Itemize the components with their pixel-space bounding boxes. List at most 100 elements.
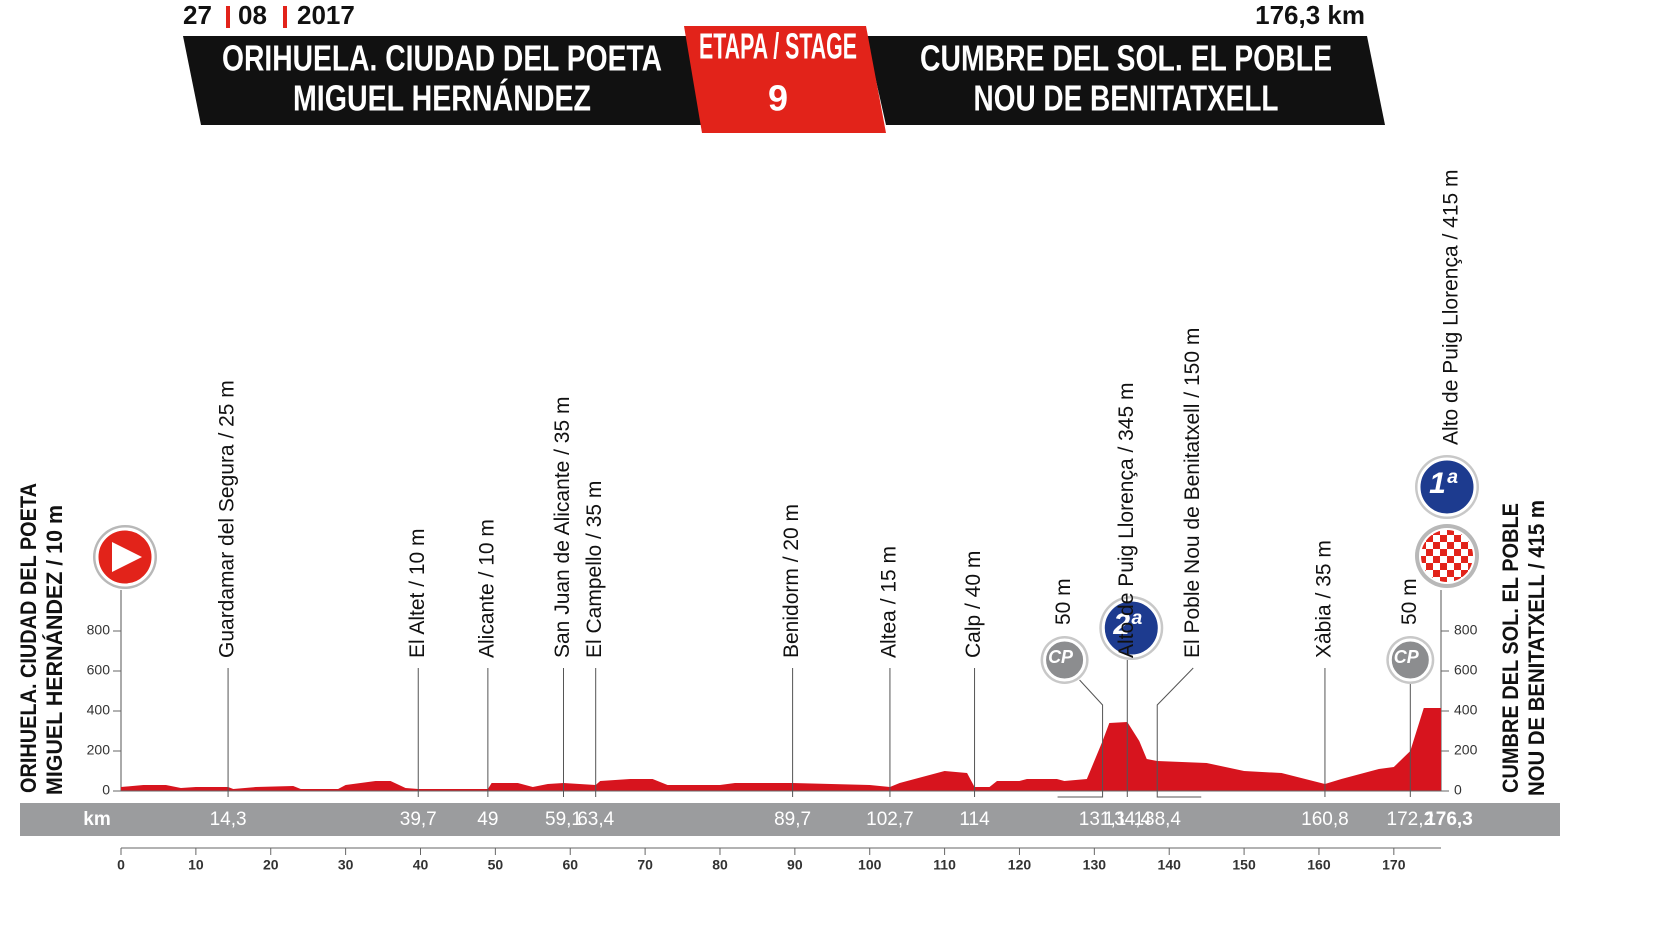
km-label: 63,4 (577, 809, 614, 830)
finish-label: CUMBRE DEL SOL. EL POBLE (1498, 503, 1523, 793)
km-label: 59,1 (545, 809, 582, 830)
checker-square (1454, 535, 1461, 542)
badge (1101, 598, 1161, 658)
waypoint-name: Xàbia / 35 m (1312, 540, 1335, 658)
date-separator (283, 6, 287, 28)
start-name: MIGUEL HERNÁNDEZ (293, 78, 591, 119)
waypoint-name: Altea / 15 m (877, 546, 900, 658)
x-tick-label: 140 (1158, 857, 1182, 873)
y-tick-label: 400 (87, 702, 111, 718)
waypoint-name: Alto de Puig Llorença / 415 m (1440, 169, 1463, 445)
start-label: ORIHUELA. CIUDAD DEL POETA (16, 483, 41, 793)
leader-line (1156, 667, 1202, 798)
checker-square (1440, 577, 1447, 582)
x-tick-label: 80 (712, 857, 728, 873)
x-tick-label: 130 (1083, 857, 1107, 873)
checker-square (1421, 542, 1426, 549)
km-label: 134,4 (1104, 809, 1152, 830)
waypoint-name: San Juan de Alicante / 35 m (551, 396, 574, 658)
checker-square (1454, 563, 1461, 570)
finish-name: NOU DE BENITATXELL (974, 78, 1279, 119)
climb-badge: CP (1386, 636, 1435, 684)
waypoint-name: Alto de Puig Llorença / 345 m (1115, 382, 1138, 658)
stage-number: 9 (768, 78, 788, 119)
stage-label: ETAPA / STAGE (699, 26, 857, 67)
km-label: 49 (477, 809, 498, 830)
x-tick-label: 100 (858, 857, 882, 873)
y-tick-label: 400 (1454, 702, 1478, 718)
waypoint-name: El Campello / 35 m (583, 481, 606, 658)
x-tick-label: 90 (787, 857, 803, 873)
km-label: 14,3 (210, 809, 247, 830)
checker-square (1454, 577, 1461, 582)
checker-square (1447, 542, 1454, 549)
badge-text: CP (1048, 647, 1074, 667)
badge-text: 2ª (1112, 608, 1142, 641)
start-name: ORIHUELA. CIUDAD DEL POETA (222, 38, 662, 79)
badge-text: 1ª (1429, 467, 1458, 500)
x-tick-label: 40 (413, 857, 429, 873)
y-tick-label: 200 (1454, 742, 1478, 758)
km-label: 89,7 (774, 809, 811, 830)
badge (1043, 638, 1087, 682)
header: 27 08 2017 176,3 km ORIHUELA. CIUDAD DEL… (183, 0, 1385, 133)
waypoint-name: Alicante / 10 m (475, 519, 498, 658)
x-tick-label: 150 (1232, 857, 1256, 873)
checker-square (1426, 535, 1433, 542)
checker-square (1440, 535, 1447, 542)
checker-square (1440, 563, 1447, 570)
x-tick-label: 20 (263, 857, 279, 873)
km-label: 138,4 (1133, 809, 1181, 830)
x-tick-label: 60 (562, 857, 578, 873)
x-tick-label: 110 (933, 857, 956, 873)
checker-square (1447, 530, 1454, 535)
km-label: 172,2 (1387, 809, 1435, 830)
x-tick-label: 10 (188, 857, 204, 873)
checker-square (1433, 530, 1440, 535)
x-tick-label: 170 (1382, 857, 1406, 873)
stage-box (684, 26, 886, 133)
checker-square (1433, 570, 1440, 577)
date-year: 2017 (297, 0, 355, 30)
x-tick-label: 120 (1008, 857, 1032, 873)
y-tick-label: 600 (87, 662, 111, 678)
checker-square (1461, 542, 1468, 549)
badge (1417, 457, 1477, 517)
km-label: 114 (959, 809, 990, 830)
x-tick-label: 70 (637, 857, 653, 873)
checker-square (1461, 570, 1468, 577)
climb-badge: 1ª (1415, 455, 1479, 519)
finish-banner (866, 36, 1385, 125)
start-label: MIGUEL HERNÁNDEZ / 10 m (42, 505, 67, 795)
km-label: 102,7 (866, 809, 914, 830)
date-month: 08 (238, 0, 267, 30)
x-tick-label: 160 (1307, 857, 1331, 873)
start-arrow (112, 542, 142, 572)
finish-name: CUMBRE DEL SOL. EL POBLE (920, 38, 1332, 79)
y-tick-label: 800 (1454, 622, 1478, 638)
waypoint-name: El Altet / 10 m (406, 528, 429, 658)
finish-badge (1415, 524, 1479, 588)
x-tick-label: 50 (488, 857, 504, 873)
finish-label: NOU DE BENITATXELL / 415 m (1524, 500, 1549, 796)
checker-square (1440, 549, 1447, 556)
x-tick-label: 0 (117, 857, 125, 873)
km-band (20, 803, 1560, 836)
checker-square (1433, 542, 1440, 549)
leader-line (1057, 679, 1104, 798)
elevation-area (121, 708, 1441, 791)
waypoint-name: 50 m (1398, 578, 1421, 625)
checker-square (1468, 563, 1473, 570)
waypoint-name: Guardamar del Segura / 25 m (216, 380, 239, 658)
km-label: 131,1 (1079, 809, 1127, 830)
start-banner (183, 36, 702, 125)
badge-text: CP (1394, 647, 1420, 667)
y-tick-label: 600 (1454, 662, 1478, 678)
y-tick-label: 0 (1454, 782, 1462, 798)
distance: 176,3 km (1255, 0, 1365, 30)
km-label: 176,3 (1425, 809, 1473, 830)
badge (1388, 638, 1432, 682)
checker-square (1447, 570, 1454, 577)
checker-square (1426, 563, 1433, 570)
